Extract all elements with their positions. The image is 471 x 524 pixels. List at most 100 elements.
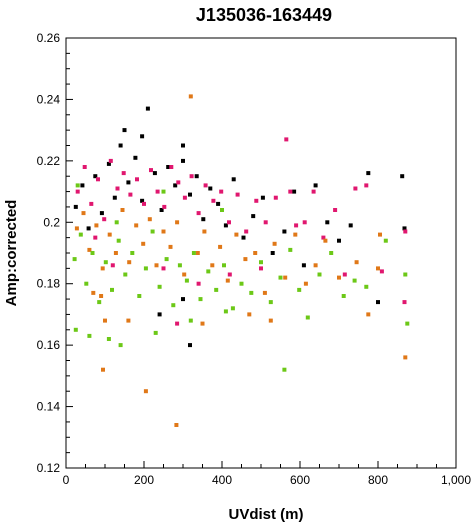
data-point — [188, 192, 192, 197]
y-axis: 0.12 0.14 0.16 0.18 0.2 0.22 0.24 0.26 — [37, 31, 73, 475]
y-tick-label: 0.16 — [37, 338, 61, 352]
data-point — [243, 257, 248, 262]
data-point — [182, 195, 187, 200]
data-point — [272, 241, 277, 246]
data-point — [106, 161, 111, 166]
data-point — [99, 211, 104, 216]
data-point — [135, 177, 139, 182]
data-point — [149, 168, 153, 173]
data-point — [323, 238, 328, 243]
data-point — [244, 229, 249, 234]
y-tick-label: 0.2 — [43, 215, 60, 229]
x-axis-title: UVdist (m) — [229, 506, 304, 523]
data-point — [241, 235, 246, 240]
data-point — [123, 272, 128, 277]
data-point — [120, 208, 125, 212]
data-point — [403, 229, 408, 234]
data-point — [313, 183, 318, 188]
data-point — [292, 189, 297, 194]
data-point — [75, 183, 80, 188]
data-point — [188, 318, 193, 323]
data-point — [311, 189, 316, 194]
data-point — [293, 232, 298, 237]
data-point — [230, 306, 235, 311]
x-tick-label: 600 — [290, 473, 310, 487]
data-point — [305, 315, 310, 320]
data-point — [231, 177, 236, 182]
y-tick-label: 0.26 — [37, 31, 61, 45]
data-point — [118, 143, 123, 148]
data-point — [134, 223, 139, 228]
data-point — [216, 201, 221, 206]
data-point — [254, 198, 259, 203]
x-tick-label: 200 — [134, 473, 154, 487]
data-point — [247, 312, 252, 317]
data-point — [73, 327, 78, 332]
x-tick-label: 0 — [63, 473, 70, 487]
data-point — [91, 290, 96, 295]
data-point — [164, 257, 169, 262]
data-point — [72, 257, 77, 262]
data-point — [352, 278, 357, 283]
data-point — [348, 223, 353, 228]
data-point — [181, 297, 185, 302]
data-point — [303, 281, 308, 286]
data-point — [223, 223, 228, 228]
data-point — [273, 195, 278, 200]
data-point — [262, 290, 267, 295]
data-point — [202, 229, 207, 234]
data-point — [94, 223, 99, 228]
data-point — [161, 229, 166, 234]
data-point — [143, 266, 148, 271]
data-point — [107, 232, 112, 237]
data-point — [171, 303, 176, 308]
data-point — [114, 220, 119, 225]
data-point — [145, 106, 150, 111]
chart-title: J135036-163449 — [196, 5, 332, 25]
data-point — [174, 423, 179, 427]
data-point — [284, 137, 289, 142]
data-point — [113, 251, 118, 255]
y-tick-label: 0.22 — [37, 154, 61, 168]
data-point — [376, 266, 380, 271]
data-point — [302, 220, 307, 225]
data-point — [234, 232, 239, 237]
data-point — [110, 263, 115, 268]
data-point — [405, 321, 410, 326]
data-point — [196, 281, 201, 286]
data-point — [196, 211, 201, 216]
data-point — [110, 287, 114, 292]
data-point — [97, 300, 102, 305]
data-point — [82, 165, 87, 169]
data-point — [126, 180, 131, 185]
data-point — [155, 189, 160, 194]
data-point — [342, 272, 347, 277]
data-point — [99, 294, 104, 298]
data-point — [200, 321, 205, 326]
data-point — [402, 300, 407, 305]
data-point — [403, 272, 408, 277]
data-point — [337, 275, 341, 280]
y-tick-label: 0.18 — [37, 277, 61, 291]
data-point — [191, 251, 196, 255]
data-point — [188, 343, 192, 348]
data-point — [403, 355, 408, 360]
data-point — [235, 192, 240, 197]
data-point — [78, 232, 83, 237]
data-point — [366, 312, 371, 317]
data-point — [268, 318, 273, 323]
y-tick-label: 0.14 — [37, 400, 61, 414]
data-point — [175, 321, 180, 326]
data-point — [268, 300, 273, 305]
data-point — [142, 201, 146, 206]
data-point — [73, 204, 78, 209]
data-point — [364, 284, 369, 289]
data-point — [353, 186, 358, 191]
data-point — [100, 266, 105, 271]
data-point — [103, 260, 108, 265]
data-point — [337, 238, 341, 243]
data-point — [259, 260, 263, 265]
data-point — [379, 269, 384, 274]
data-point — [383, 238, 388, 243]
